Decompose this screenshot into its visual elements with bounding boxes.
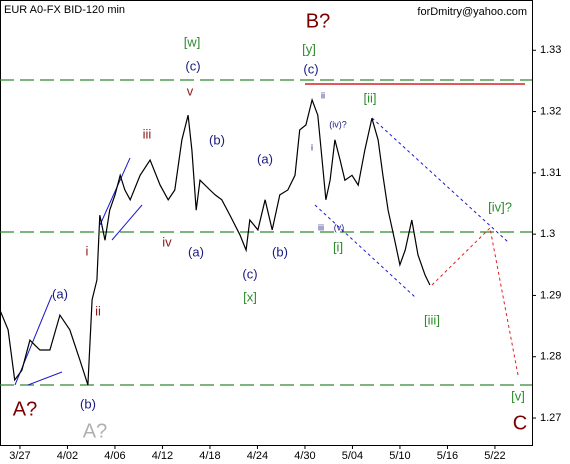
wave-label: [ii] <box>364 90 377 105</box>
wave-label: v <box>187 83 194 98</box>
wave-label: (a) <box>52 286 68 301</box>
x-tick-label: 3/27 <box>9 450 30 462</box>
x-tick-label: 4/24 <box>247 450 268 462</box>
y-tick-label: 1.32 <box>540 105 561 117</box>
wave-label: (v) <box>334 222 345 232</box>
wave-label: (b) <box>272 244 288 259</box>
y-tick-label: 1.28 <box>540 351 561 363</box>
x-tick-label: 5/04 <box>342 450 363 462</box>
x-tick-label: 4/02 <box>57 450 78 462</box>
wave-label: [iii] <box>424 312 440 327</box>
wave-label: ii <box>95 303 101 318</box>
levels <box>0 79 532 386</box>
wave-label: B? <box>306 10 330 32</box>
y-tick-label: 1.3 <box>540 228 555 240</box>
wave-label: (iv)? <box>329 119 347 129</box>
wave-label: A? <box>83 420 107 442</box>
channel-line <box>14 294 53 386</box>
x-tick-label: 5/10 <box>389 450 410 462</box>
wave-label: (b) <box>209 132 225 147</box>
channel-line <box>314 204 416 298</box>
wave-label: [y] <box>302 41 316 56</box>
wave-label: [iv]? <box>488 199 512 214</box>
wave-label: ii <box>321 90 325 100</box>
wave-label: (c) <box>303 61 318 76</box>
wave-label: C <box>513 412 527 434</box>
forecast-path <box>431 226 519 376</box>
wave-label: (a) <box>257 151 273 166</box>
wave-label: [v] <box>511 388 525 403</box>
y-tick-label: 1.31 <box>540 167 561 179</box>
wave-label: i <box>311 142 313 152</box>
y-tick-label: 1.29 <box>540 289 561 301</box>
wave-label: A? <box>13 398 37 420</box>
wave-label: (c) <box>185 58 200 73</box>
channel-line <box>371 117 509 243</box>
price-line <box>0 97 431 386</box>
channel-line <box>111 204 143 241</box>
y-tick-label: 1.33 <box>540 44 561 56</box>
x-tick-label: 4/12 <box>152 450 173 462</box>
wave-label: [x] <box>243 289 257 304</box>
x-tick-label: 4/30 <box>294 450 315 462</box>
y-tick-label: 1.27 <box>540 412 561 424</box>
wave-label: iii <box>318 222 324 232</box>
chart-subtitle: forDmitry@yahoo.com <box>417 6 527 18</box>
plot-frame <box>0 0 533 446</box>
wave-label: iii <box>143 126 152 141</box>
x-tick-label: 5/16 <box>437 450 458 462</box>
wave-label: (b) <box>80 396 96 411</box>
wave-label: (c) <box>242 266 257 281</box>
chart-title: EUR A0-FX BID-120 min <box>4 4 125 16</box>
wave-label: [w] <box>184 34 201 49</box>
wave-label: iv <box>162 234 172 249</box>
wave-label: (a) <box>188 244 204 259</box>
x-tick-label: 4/06 <box>104 450 125 462</box>
x-tick-label: 4/18 <box>199 450 220 462</box>
channel-line <box>27 371 63 386</box>
channel-line <box>99 157 131 226</box>
wave-label: i <box>86 243 89 258</box>
x-tick-label: 5/22 <box>484 450 505 462</box>
wave-label: [i] <box>333 239 343 254</box>
